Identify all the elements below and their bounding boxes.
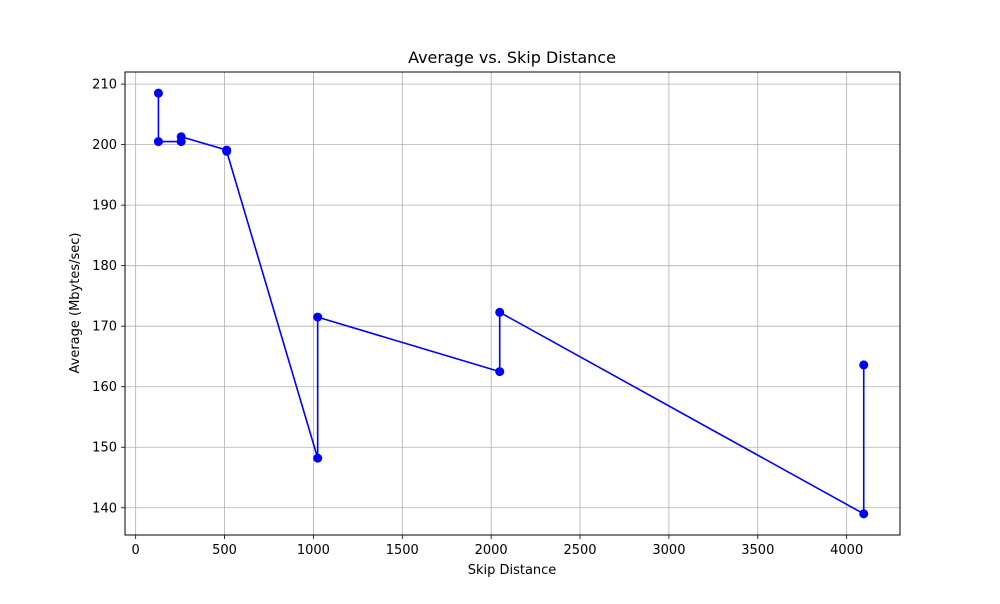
plot-frame xyxy=(124,71,901,536)
y-tick-label: 190 xyxy=(92,199,117,214)
x-tick-label: 2500 xyxy=(563,543,596,558)
data-point xyxy=(495,367,505,377)
data-point xyxy=(859,509,869,519)
x-tick-label: 1500 xyxy=(386,543,419,558)
y-tick-label: 200 xyxy=(92,138,117,153)
x-tick-label: 4000 xyxy=(830,543,863,558)
y-tick-label: 160 xyxy=(92,380,117,395)
data-point xyxy=(313,453,323,463)
data-point xyxy=(313,312,323,322)
data-point xyxy=(222,146,232,156)
y-tick-label: 170 xyxy=(92,320,117,335)
series-layer xyxy=(153,88,869,519)
x-tick-label: 2000 xyxy=(475,543,508,558)
x-tick-label: 3500 xyxy=(741,543,774,558)
data-point xyxy=(176,132,186,142)
x-axis-label: Skip Distance xyxy=(468,563,557,578)
y-tick-label: 150 xyxy=(92,441,117,456)
x-tick-label: 0 xyxy=(132,543,140,558)
y-tick-label: 210 xyxy=(92,78,117,93)
chart-title: Average vs. Skip Distance xyxy=(408,48,616,67)
data-point xyxy=(153,88,163,98)
y-axis-label: Average (Mbytes/sec) xyxy=(68,233,83,374)
x-tick-label: 3000 xyxy=(652,543,685,558)
axis-ticks: 0 500 1000 1500 2000 2500 3000 3500 4000 140 150 16… xyxy=(92,78,863,558)
data-point xyxy=(859,360,869,370)
y-tick-label: 180 xyxy=(92,259,117,274)
grid-lines xyxy=(125,72,900,535)
data-point xyxy=(495,307,505,317)
x-tick-label: 1000 xyxy=(297,543,330,558)
data-point xyxy=(153,137,163,147)
y-tick-label: 140 xyxy=(92,501,117,516)
x-tick-label: 500 xyxy=(212,543,237,558)
